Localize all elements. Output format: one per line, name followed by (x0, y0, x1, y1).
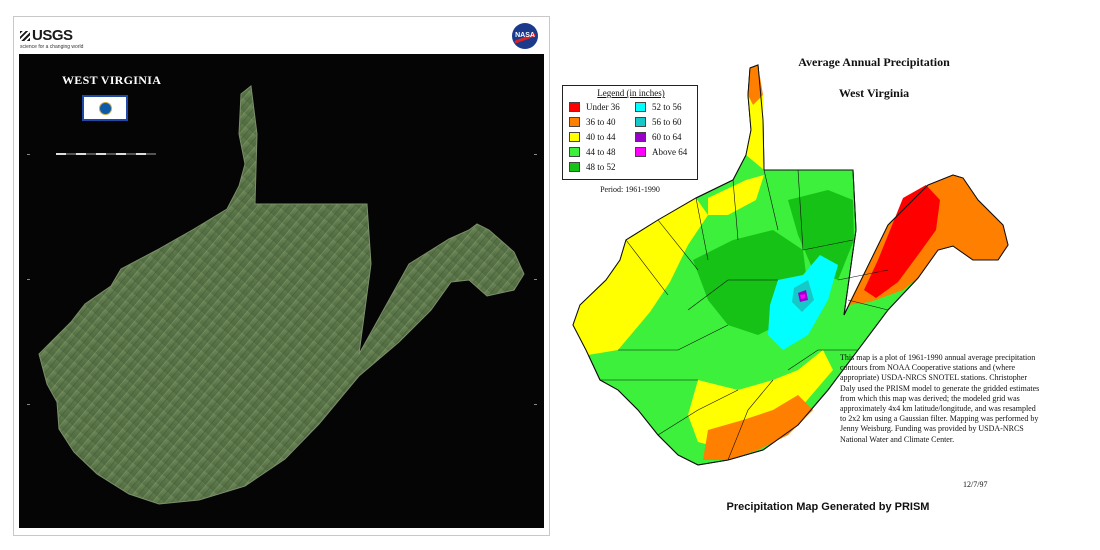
legend-swatch (635, 132, 646, 142)
legend-item: Above 64 (635, 147, 687, 159)
graticule-tick (27, 279, 30, 280)
usgs-logo: USGS (20, 27, 73, 44)
zone-40-44 (746, 95, 764, 170)
graticule-tick (534, 154, 537, 155)
precipitation-map: Average Annual Precipitation West Virgin… (558, 50, 1098, 550)
map-notes: This map is a plot of 1961-1990 annual a… (840, 353, 1040, 444)
legend-item: 40 to 44 (569, 132, 616, 144)
zone-36-40 (703, 395, 813, 460)
zone-48-52 (788, 190, 854, 280)
legend-item: 56 to 60 (635, 117, 682, 129)
usgs-tagline: science for a changing world (20, 44, 84, 50)
period-label: Period: 1961-1990 (600, 185, 660, 194)
legend-swatch (569, 162, 580, 172)
legend-swatch (635, 102, 646, 112)
legend-swatch (569, 132, 580, 142)
precipitation-map-graphic (572, 64, 1009, 466)
state-seal-icon (100, 103, 111, 114)
state-border (572, 64, 1009, 466)
legend-item: 44 to 48 (569, 147, 616, 159)
map-title: Average Annual Precipitation (798, 55, 950, 69)
zone-40-44 (708, 175, 764, 215)
satellite-poster: USGS science for a changing world NASA (13, 16, 550, 536)
legend-item: 52 to 56 (635, 102, 682, 114)
map-footer: Precipitation Map Generated by PRISM (726, 501, 930, 513)
map-subtitle: West Virginia (838, 86, 910, 100)
legend: Legend (in inches) Under 36 36 to 40 40 … (562, 85, 698, 180)
legend-swatch (569, 147, 580, 157)
legend-swatch (569, 102, 580, 112)
zone-40-44 (688, 350, 833, 450)
poster-state-shape (38, 85, 525, 505)
county-lines (600, 169, 889, 461)
legend-swatch (635, 117, 646, 127)
scale-bar (56, 153, 156, 155)
graticule-tick (534, 404, 537, 405)
map-date: 12/7/97 (963, 480, 988, 489)
legend-item: 48 to 52 (569, 162, 616, 174)
graticule-tick (27, 154, 30, 155)
satellite-image (19, 54, 544, 528)
nasa-logo-icon: NASA (512, 23, 538, 49)
legend-title: Legend (in inches) (597, 88, 665, 98)
legend-item: Under 36 (569, 102, 620, 114)
west-virginia-flag-icon (82, 95, 128, 121)
graticule-tick (27, 404, 30, 405)
zone-above-64 (800, 294, 805, 299)
poster-title: WEST VIRGINIA (62, 73, 162, 87)
legend-item: 60 to 64 (635, 132, 682, 144)
zone-under-36 (864, 185, 940, 298)
zone-40-44 (573, 198, 708, 355)
legend-swatch (569, 117, 580, 127)
graticule-tick (534, 279, 537, 280)
legend-swatch (635, 147, 646, 157)
legend-item: 36 to 40 (569, 117, 616, 129)
